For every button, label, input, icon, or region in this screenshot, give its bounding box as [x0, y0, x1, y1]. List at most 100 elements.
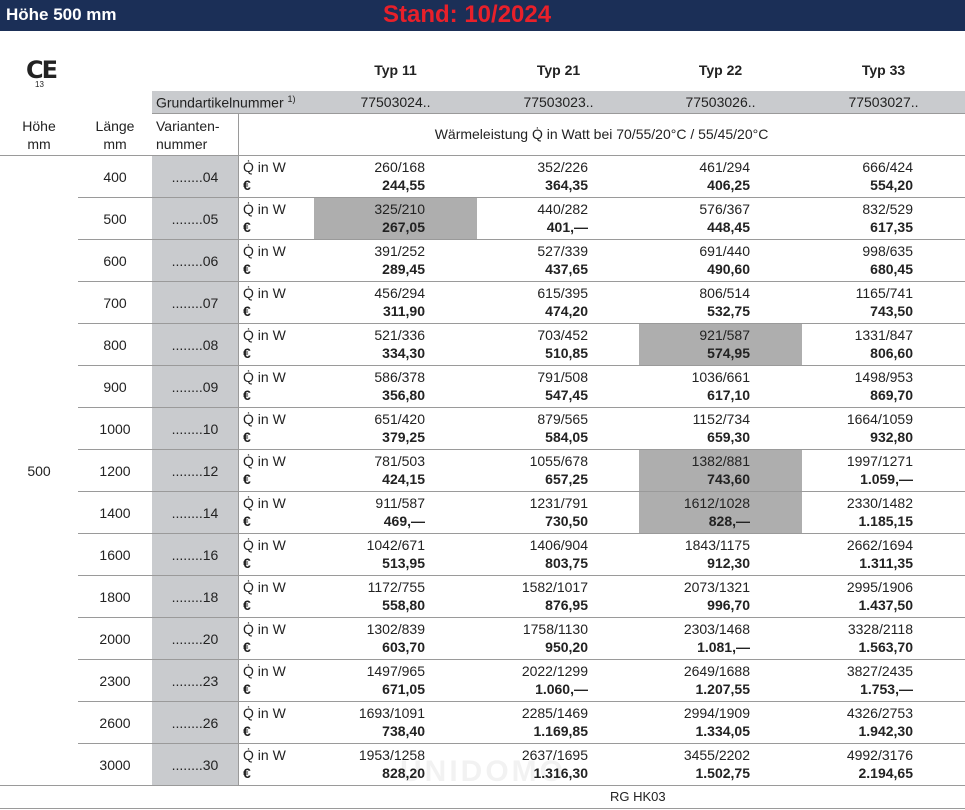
label-price: € [243, 261, 251, 277]
variante: ........08 [171, 337, 219, 353]
q-value: 1582/1017 [521, 579, 588, 595]
price: 334,30 [382, 345, 425, 361]
q-value: 615/395 [537, 285, 588, 301]
q-value: 4992/3176 [846, 747, 913, 763]
price: 401,— [546, 219, 588, 235]
q-value: 1997/1271 [846, 453, 913, 469]
q-value: 879/565 [537, 411, 588, 427]
laenge: 700 [103, 295, 127, 311]
ce-mark: CE [26, 56, 58, 84]
q-value: 2073/1321 [683, 579, 750, 595]
price: 490,60 [707, 261, 750, 277]
price: 657,25 [545, 471, 588, 487]
q-value: 781/503 [374, 453, 425, 469]
q-value: 1693/1091 [358, 705, 425, 721]
price: 730,50 [545, 513, 588, 529]
q-value: 521/336 [374, 327, 425, 343]
q-value: 666/424 [862, 159, 913, 175]
h-line [78, 281, 965, 282]
label-q: Q̇ in W [243, 495, 286, 511]
col-variante: Varianten-nummer [156, 118, 220, 152]
variante: ........20 [171, 631, 219, 647]
label-q: Q̇ in W [243, 369, 286, 385]
price: 448,45 [707, 219, 750, 235]
q-value: 2637/1695 [521, 747, 588, 763]
h-line [78, 617, 965, 618]
price: 1.502,75 [695, 765, 751, 781]
price: 547,45 [545, 387, 588, 403]
price: 659,30 [707, 429, 750, 445]
price: 680,45 [870, 261, 913, 277]
h-line [78, 407, 965, 408]
price: 1.942,30 [858, 723, 914, 739]
q-value: 1953/1258 [358, 747, 425, 763]
label-price: € [243, 513, 251, 529]
price: 513,95 [382, 555, 425, 571]
price: 912,30 [707, 555, 750, 571]
price: 424,15 [382, 471, 425, 487]
price: 1.316,30 [533, 765, 589, 781]
laenge: 1200 [99, 463, 131, 479]
price: 510,85 [545, 345, 588, 361]
label-q: Q̇ in W [243, 285, 286, 301]
label-q: Q̇ in W [243, 537, 286, 553]
price: 437,65 [545, 261, 588, 277]
q-value: 1758/1130 [522, 621, 588, 637]
q-value: 911/587 [375, 495, 425, 511]
watermark: UNIDOMO [400, 755, 566, 788]
label-q: Q̇ in W [243, 747, 286, 763]
q-value: 3328/2118 [847, 621, 913, 637]
q-value: 1036/661 [691, 369, 750, 385]
label-price: € [243, 639, 251, 655]
variante: ........04 [171, 169, 219, 185]
price: 1.437,50 [858, 597, 914, 613]
q-value: 260/168 [374, 159, 425, 175]
price: 2.194,65 [858, 765, 914, 781]
variante: ........16 [171, 547, 219, 563]
variante: ........06 [171, 253, 219, 269]
price: 828,— [708, 513, 750, 529]
q-value: 576/367 [699, 201, 750, 217]
price: 738,40 [382, 723, 425, 739]
h-line [78, 743, 965, 744]
q-value: 2303/1468 [683, 621, 750, 637]
waermeleistung: Wärmeleistung Q̇ in Watt bei 70/55/20°C … [434, 126, 769, 142]
label-q: Q̇ in W [243, 201, 286, 217]
q-value: 651/420 [374, 411, 425, 427]
price: 743,60 [707, 471, 750, 487]
price: 671,05 [382, 681, 425, 697]
price: 558,80 [382, 597, 425, 613]
price: 532,75 [707, 303, 750, 319]
laenge: 1800 [99, 589, 131, 605]
laenge: 2600 [99, 715, 131, 731]
variante: ........10 [171, 421, 219, 437]
stand: Stand: 10/2024 [383, 1, 552, 28]
q-value: 1172/755 [367, 579, 425, 595]
laenge: 800 [103, 337, 127, 353]
label-q: Q̇ in W [243, 243, 286, 259]
variante: ........07 [171, 295, 219, 311]
h-line [78, 491, 965, 492]
label-q: Q̇ in W [243, 579, 286, 595]
laenge: 2300 [99, 673, 131, 689]
q-value: 1406/904 [529, 537, 588, 553]
q-value: 791/508 [537, 369, 588, 385]
q-value: 527/339 [537, 243, 588, 259]
price: 1.185,15 [858, 513, 914, 529]
q-value: 325/210 [374, 201, 425, 217]
price: 474,20 [545, 303, 588, 319]
h-line [78, 659, 965, 660]
label-q: Q̇ in W [243, 621, 286, 637]
q-value: 3827/2435 [846, 663, 913, 679]
q-value: 2995/1906 [846, 579, 913, 595]
variant-bg [152, 155, 238, 785]
ce-number: 13 [35, 80, 44, 89]
h-line [78, 197, 965, 198]
q-value: 1165/741 [855, 285, 913, 301]
variante: ........05 [171, 211, 219, 227]
q-value: 921/587 [699, 327, 750, 343]
label-price: € [243, 345, 251, 361]
h-line [0, 808, 965, 809]
label-price: € [243, 219, 251, 235]
